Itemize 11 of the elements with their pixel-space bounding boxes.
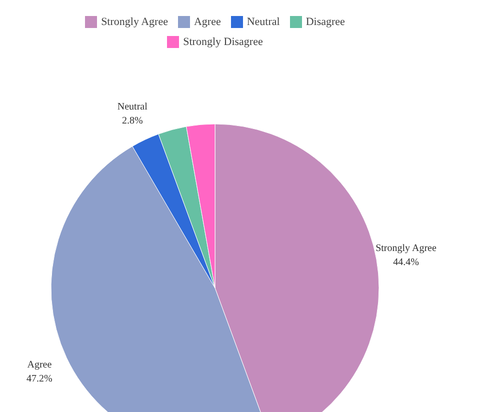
legend-label: Disagree (306, 16, 345, 28)
data-label: 44.4% (393, 257, 419, 268)
slice-label: Strongly Agree (376, 243, 437, 254)
data-label: 47.2% (26, 374, 52, 385)
legend-label: Agree (194, 16, 221, 28)
legend-label: Neutral (246, 16, 280, 28)
legend-label: Strongly Agree (101, 16, 168, 28)
slice-label: Agree (27, 360, 52, 371)
data-label: 2.8% (122, 115, 143, 126)
slice-label: Neutral (117, 101, 148, 112)
legend-label: Strongly Disagree (183, 36, 263, 48)
